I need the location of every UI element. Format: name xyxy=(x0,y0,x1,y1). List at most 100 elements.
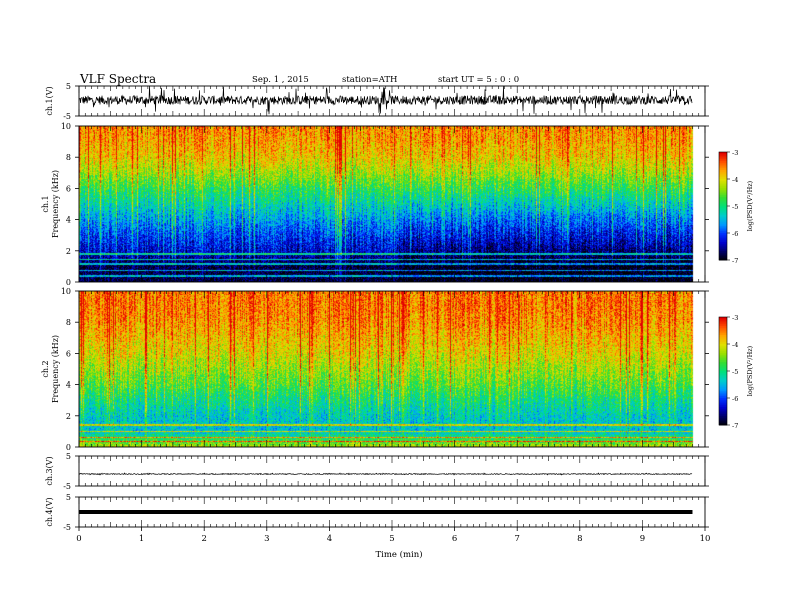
figure-title: VLF Spectra xyxy=(79,72,156,86)
colorbar-swatch xyxy=(719,392,727,395)
colorbar-tick-label: -3 xyxy=(732,149,738,157)
waveform-trace xyxy=(78,472,693,476)
y-tick-label: 4 xyxy=(66,216,71,225)
colorbar-swatch xyxy=(719,329,727,332)
colorbar-label: log(PSD(V²/Hz) xyxy=(746,345,754,396)
colorbar-swatch xyxy=(719,403,727,406)
colorbar-swatch xyxy=(719,322,727,325)
colorbar-swatch xyxy=(719,398,727,401)
colorbar-swatch xyxy=(719,369,727,372)
y-tick-label: 5 xyxy=(66,82,71,91)
colorbar-swatch xyxy=(719,362,727,365)
colorbar-swatch xyxy=(719,159,727,162)
colorbar-swatch xyxy=(719,318,727,322)
colorbar-swatch xyxy=(719,175,727,178)
colorbar-tick-label: -3 xyxy=(732,314,738,322)
colorbar-swatch xyxy=(719,188,727,191)
y-tick-label: 0 xyxy=(66,278,71,287)
colorbar-swatch xyxy=(719,161,727,164)
x-axis-tick-label: 9 xyxy=(640,534,645,544)
colorbar-swatch xyxy=(719,331,727,334)
colorbar-swatch xyxy=(719,249,727,252)
y-tick-label: 2 xyxy=(66,247,71,256)
colorbar-swatch xyxy=(719,340,727,343)
colorbar-swatch xyxy=(719,234,727,238)
colorbar-swatch xyxy=(719,195,727,198)
colorbar-swatch xyxy=(719,204,727,207)
colorbar-swatch xyxy=(719,347,727,350)
colorbar-swatch xyxy=(719,345,727,349)
colorbar-swatch xyxy=(719,247,727,250)
colorbar-swatch xyxy=(719,385,727,388)
colorbar-swatch xyxy=(719,423,727,426)
colorbar-swatch xyxy=(719,387,727,390)
x-axis-tick-label: 3 xyxy=(264,534,269,544)
x-axis-tick-label: 2 xyxy=(201,534,206,544)
colorbar-swatch xyxy=(719,389,727,392)
colorbar-swatch xyxy=(719,374,727,377)
x-axis-tick-label: 6 xyxy=(452,534,457,544)
colorbar-swatch xyxy=(719,401,727,404)
y-tick-label: 6 xyxy=(66,349,71,358)
colorbar-swatch xyxy=(719,220,727,223)
colorbar-swatch xyxy=(719,333,727,336)
colorbar-swatch xyxy=(719,408,727,412)
spectrogram-channel-label: ch.2 xyxy=(41,360,50,377)
colorbar-swatch xyxy=(719,179,727,182)
colorbar-swatch xyxy=(719,344,727,347)
x-axis-tick-label: 1 xyxy=(139,534,144,544)
colorbar-tick-label: -5 xyxy=(732,368,738,376)
colorbar-swatch xyxy=(719,252,727,256)
colorbar-swatch xyxy=(719,209,727,212)
y-tick-label: 5 xyxy=(66,493,71,502)
y-tick-label: 10 xyxy=(61,287,71,296)
date-label: Sep. 1 , 2015 xyxy=(252,75,309,85)
colorbar-tick-label: -7 xyxy=(732,422,738,430)
colorbar-swatch xyxy=(719,213,727,216)
colorbar-swatch xyxy=(719,419,727,422)
ch1-colorbar: -3 -4 -5 -6 -7 log(PSD(V²/Hz) xyxy=(718,149,754,265)
colorbar-swatch xyxy=(719,371,727,374)
colorbar-swatch xyxy=(719,410,727,413)
colorbar-swatch xyxy=(719,173,727,176)
colorbar-swatch xyxy=(719,380,727,383)
colorbar-swatch xyxy=(719,238,727,241)
ch1-waveform-panel: -5 5 ch.1(V) xyxy=(45,82,709,121)
colorbar-swatch xyxy=(719,326,727,329)
colorbar-swatch xyxy=(719,360,727,363)
colorbar-tick-label: -4 xyxy=(732,341,738,349)
x-axis-label: Time (min) xyxy=(375,549,422,560)
colorbar-swatch xyxy=(719,227,727,230)
colorbar-tick-label: -6 xyxy=(732,230,738,238)
colorbar-tick-label: -6 xyxy=(732,395,738,403)
ch2-colorbar: -3 -4 -5 -6 -7 log(PSD(V²/Hz) xyxy=(718,314,754,430)
colorbar-swatch xyxy=(719,186,727,189)
colorbar-tick-label: -4 xyxy=(732,176,738,184)
colorbar-swatch xyxy=(719,324,727,327)
y-tick-label: 8 xyxy=(66,153,71,162)
colorbar-swatch xyxy=(719,407,727,410)
colorbar-swatch xyxy=(719,349,727,352)
spectrogram-channel-label: ch.1 xyxy=(41,195,50,212)
colorbar-swatch xyxy=(719,338,727,341)
colorbar-swatch xyxy=(719,215,727,218)
colorbar-swatch xyxy=(719,225,727,229)
colorbar-swatch xyxy=(719,180,727,184)
colorbar-swatch xyxy=(719,396,727,399)
colorbar-swatch xyxy=(719,399,727,403)
colorbar-swatch xyxy=(719,193,727,196)
colorbar-swatch xyxy=(719,207,727,211)
waveform-ylabel: ch.1(V) xyxy=(45,86,54,115)
y-tick-label: 8 xyxy=(66,318,71,327)
x-axis-tick-label: 10 xyxy=(700,534,711,544)
colorbar-swatch xyxy=(719,372,727,376)
colorbar-swatch xyxy=(719,233,727,236)
colorbar-swatch xyxy=(719,381,727,385)
y-tick-label: 10 xyxy=(61,122,71,131)
ch2-spectrogram-panel: 0 2 4 6 8 10 ch.2 Frequency (kHz) xyxy=(41,287,709,452)
colorbar-swatch xyxy=(719,317,727,320)
colorbar-swatch xyxy=(719,245,727,248)
colorbar-swatch xyxy=(719,394,727,397)
time-axis: 0 1 2 3 4 5 6 7 8 9 10 xyxy=(76,527,710,544)
colorbar-swatch xyxy=(719,177,727,180)
